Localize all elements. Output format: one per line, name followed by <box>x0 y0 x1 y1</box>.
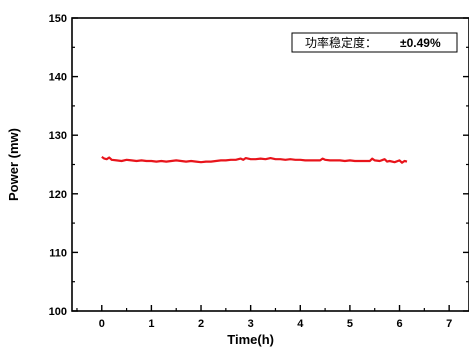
x-axis-title: Time(h) <box>227 332 274 347</box>
x-tick-label: 3 <box>248 318 254 330</box>
x-tick-label: 5 <box>347 318 353 330</box>
x-tick-label: 2 <box>198 318 204 330</box>
annotation-frame <box>291 32 458 53</box>
y-tick-label: 130 <box>49 130 67 142</box>
x-axis-tick-labels: 0 1 2 3 4 5 6 7 <box>99 318 452 330</box>
y-axis-title: Power (mw) <box>6 128 21 201</box>
series-layer <box>101 155 408 164</box>
annotation-value: ±0.49% <box>400 36 441 50</box>
x-tick-label: 7 <box>446 318 452 330</box>
x-axis-ticks <box>76 305 450 311</box>
y-axis-ticks <box>72 17 469 312</box>
y-tick-label: 100 <box>49 306 67 318</box>
x-tick-label: 4 <box>297 318 304 330</box>
y-tick-label: 150 <box>49 13 67 25</box>
y-tick-label: 120 <box>49 189 67 201</box>
stability-annotation-box: 功率稳定度： ±0.49% <box>291 32 458 53</box>
plot-area-frame <box>71 17 469 312</box>
y-axis-tick-labels: 100 110 120 130 140 150 <box>49 13 67 318</box>
y-tick-label: 140 <box>49 72 67 84</box>
x-tick-label: 1 <box>148 318 154 330</box>
y-tick-label: 110 <box>49 247 67 259</box>
x-tick-label: 0 <box>99 318 105 330</box>
power-series-line <box>101 155 408 164</box>
annotation-label: 功率稳定度： <box>305 35 377 50</box>
x-tick-label: 6 <box>396 318 402 330</box>
